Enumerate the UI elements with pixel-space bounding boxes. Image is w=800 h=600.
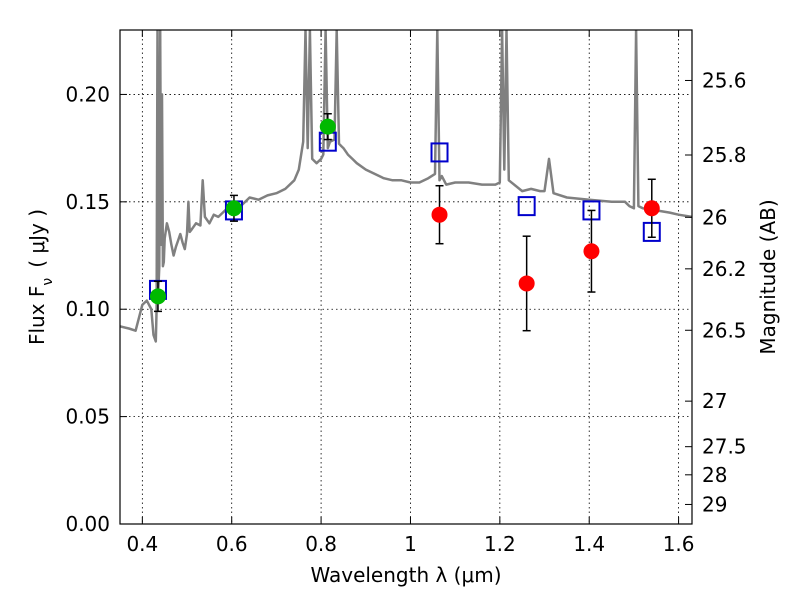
right-tick-label: 28 <box>702 463 727 487</box>
right-tick-label: 26 <box>702 205 727 229</box>
y-axis-label-unit: ( μJy ) <box>25 209 49 268</box>
x-tick-label: 1.2 <box>484 532 516 556</box>
right-tick-label: 25.8 <box>702 143 747 167</box>
right-tick-label: 26.2 <box>702 257 747 281</box>
right-tick-label: 26.5 <box>702 318 747 342</box>
ticks: 0.4 0.6 0.8 1 1.2 1.4 1.6 0.00 0.05 0.10 0.15 0.20 2… <box>65 30 747 556</box>
x-tick-label: 0.6 <box>216 532 248 556</box>
y-tick-label: 0.15 <box>65 190 110 214</box>
sed-line <box>120 30 692 343</box>
data-point-marker <box>643 200 660 217</box>
y-axis-label: Flux Fν ( μJy ) <box>25 209 56 345</box>
x-axis-label: Wavelength λ (μm) <box>310 563 501 587</box>
data-point-marker <box>149 288 166 305</box>
y-tick-label: 0.20 <box>65 82 110 106</box>
x-tick-label: 1.6 <box>663 532 695 556</box>
plot-frame <box>119 29 693 525</box>
y-axis-label-main: Flux F <box>25 286 49 345</box>
x-tick-label: 1 <box>404 532 417 556</box>
series-layer <box>120 30 692 343</box>
model-square-marker <box>517 196 536 217</box>
y-tick-label: 0.05 <box>65 405 110 429</box>
data-point-marker <box>518 275 535 292</box>
data-point-marker <box>225 200 242 217</box>
right-tick-label: 29 <box>702 492 727 516</box>
right-tick-label: 27.5 <box>702 435 747 459</box>
plot-background <box>120 30 692 524</box>
svg-text:Flux Fν( μJy ): Flux Fν ( μJy ) <box>25 209 56 345</box>
right-tick-label: 25.6 <box>702 68 747 92</box>
model-square-marker <box>430 142 449 163</box>
data-point-marker <box>431 206 448 223</box>
right-axis-label: Magnitude (AB) <box>756 199 780 354</box>
x-tick-label: 0.4 <box>126 532 158 556</box>
x-tick-label: 0.8 <box>305 532 337 556</box>
y-axis-label-sub: ν <box>40 278 56 286</box>
data-point-marker <box>319 118 336 135</box>
y-tick-label: 0.10 <box>65 297 110 321</box>
y-tick-label: 0.00 <box>65 512 110 536</box>
right-tick-label: 27 <box>702 389 727 413</box>
data-point-marker <box>583 243 600 260</box>
x-tick-label: 1.4 <box>573 532 605 556</box>
